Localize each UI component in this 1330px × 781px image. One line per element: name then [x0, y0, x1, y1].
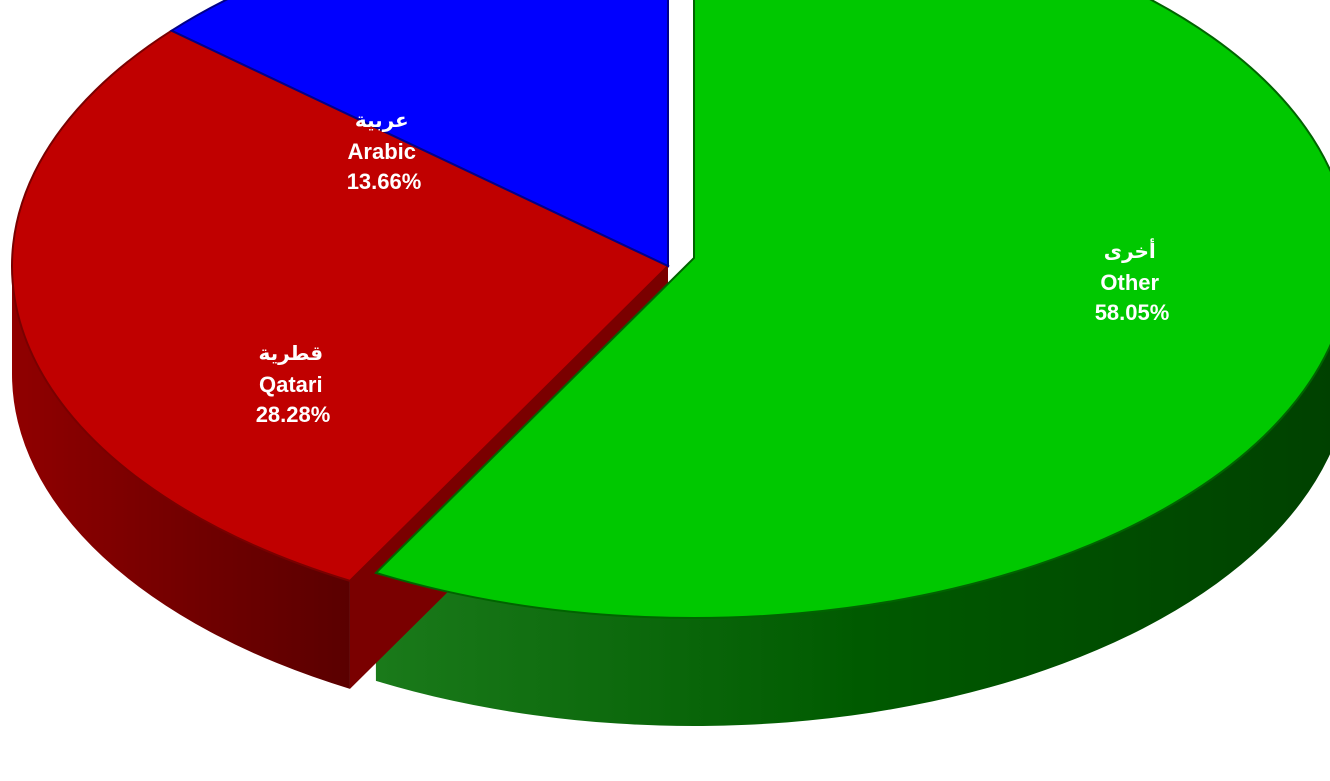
slice-label-arabic-value: 13.66%	[347, 169, 422, 194]
slice-label-arabic: عربية Arabic 13.66%	[347, 110, 422, 194]
slice-label-arabic-ar: عربية	[355, 110, 409, 132]
slice-label-qatari-value: 28.28%	[256, 402, 331, 427]
slice-label-qatari-ar: قطرية	[258, 343, 323, 365]
slice-label-arabic-en: Arabic	[348, 139, 416, 164]
slices-layer	[11, 0, 1330, 726]
slice-label-other-en: Other	[1100, 270, 1159, 295]
slice-qatari	[11, 29, 670, 582]
slice-qatari-side	[12, 266, 350, 689]
slice-other-side	[375, 346, 1330, 726]
slice-label-other-value: 58.05%	[1095, 300, 1170, 325]
slice-label-other: أخرى Other 58.05%	[1095, 237, 1170, 325]
slice-label-qatari: قطرية Qatari 28.28%	[256, 343, 331, 427]
slice-other	[374, 0, 1330, 619]
labels-layer: أخرى Other 58.05% قطرية Qatari 28.28% عر…	[256, 110, 1170, 427]
slice-arabic	[169, 0, 669, 268]
slice-label-qatari-en: Qatari	[259, 372, 323, 397]
slice-label-other-ar: أخرى	[1104, 237, 1156, 263]
